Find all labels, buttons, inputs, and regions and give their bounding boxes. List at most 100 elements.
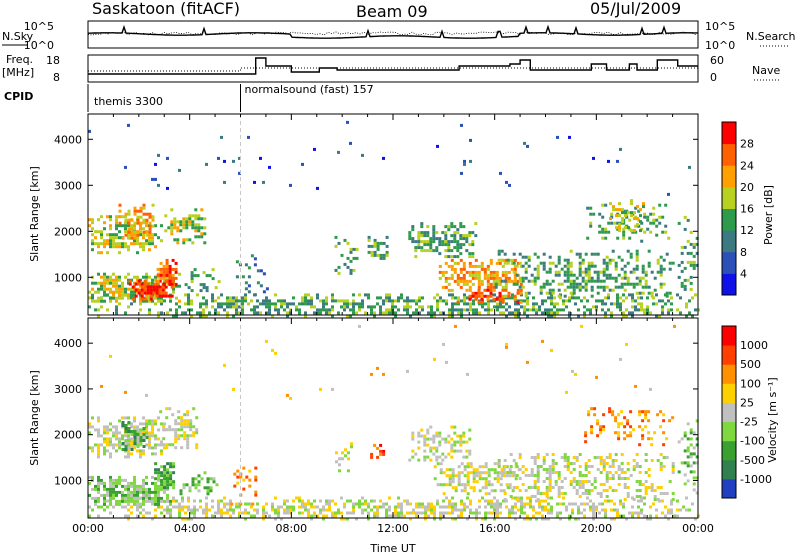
heatmap-cell	[465, 237, 469, 241]
heatmap-cell	[581, 276, 585, 280]
heatmap-cell	[551, 288, 555, 292]
heatmap-cell	[124, 293, 127, 297]
heatmap-cell	[515, 486, 519, 489]
heatmap-cell	[127, 281, 130, 285]
heatmap-cell	[370, 253, 374, 257]
heatmap-cell	[161, 291, 165, 295]
heatmap-cell	[154, 233, 157, 237]
heatmap-cell	[559, 296, 562, 300]
heatmap-cell	[559, 511, 562, 515]
heatmap-cell	[459, 243, 463, 247]
heatmap-cell	[235, 308, 238, 312]
heatmap-cell	[411, 228, 415, 232]
heatmap-cell	[160, 499, 163, 503]
heatmap-cell	[463, 505, 466, 509]
heatmap-cell	[607, 296, 610, 300]
heatmap-cell	[469, 502, 472, 506]
heatmap-cell	[286, 311, 289, 315]
heatmap-cell	[166, 505, 169, 509]
heatmap-cell	[530, 486, 534, 489]
heatmap-cell	[206, 489, 210, 493]
heatmap-cell	[462, 431, 466, 435]
heatmap-cell	[441, 458, 445, 462]
colorbar-swatch	[722, 251, 736, 274]
heatmap-cell	[436, 308, 439, 312]
heatmap-cell	[659, 453, 663, 456]
heatmap-cell	[152, 291, 156, 295]
heatmap-cell	[595, 305, 598, 309]
heatmap-cell	[587, 279, 591, 283]
heatmap-cell	[133, 436, 137, 439]
heatmap-cell	[91, 218, 94, 222]
heatmap-cell	[319, 387, 322, 391]
heatmap-cell	[516, 288, 520, 292]
heatmap-cell	[346, 302, 349, 306]
heatmap-cell	[188, 489, 192, 493]
heatmap-cell	[611, 288, 615, 292]
heatmap-cell	[106, 440, 109, 444]
heatmap-cell	[142, 245, 145, 249]
heatmap-cell	[149, 285, 153, 289]
heatmap-cell	[232, 305, 235, 309]
heatmap-cell	[127, 272, 130, 276]
heatmap-cell	[474, 258, 478, 262]
heatmap-cell	[592, 305, 595, 309]
heatmap-cell	[662, 465, 666, 468]
heatmap-cell	[220, 305, 223, 309]
heatmap-cell	[439, 514, 442, 518]
heatmap-cell	[619, 357, 622, 361]
heatmap-cell	[474, 294, 478, 298]
heatmap-cell	[304, 302, 307, 306]
heatmap-cell	[551, 465, 555, 468]
heatmap-cell	[514, 299, 517, 303]
heatmap-cell	[484, 480, 488, 484]
heatmap-cell	[628, 293, 631, 297]
heatmap-cell	[683, 215, 687, 219]
heatmap-cell	[152, 285, 156, 289]
heatmap-cell	[289, 396, 292, 400]
heatmap-cell	[254, 475, 258, 479]
heatmap-cell	[495, 276, 499, 280]
heatmap-cell	[148, 296, 151, 300]
heatmap-cell	[505, 302, 508, 306]
heatmap-cell	[438, 243, 442, 247]
heatmap-cell	[432, 446, 436, 450]
heatmap-cell	[695, 461, 699, 465]
heatmap-cell	[152, 282, 156, 286]
heatmap-cell	[459, 225, 463, 229]
heatmap-cell	[244, 511, 247, 515]
heatmap-cell	[602, 459, 606, 462]
heatmap-cell	[631, 511, 634, 515]
heatmap-cell	[229, 305, 232, 309]
heatmap-cell	[256, 511, 259, 515]
heatmap-cell	[316, 293, 319, 297]
heatmap-cell	[322, 508, 325, 512]
heatmap-cell	[508, 508, 511, 512]
heatmap-cell	[608, 456, 612, 459]
heatmap-cell	[115, 281, 118, 285]
heatmap-cell	[492, 285, 496, 289]
heatmap-cell	[661, 511, 664, 515]
heatmap-cell	[659, 492, 663, 495]
heatmap-cell	[196, 508, 199, 512]
heatmap-cell	[568, 299, 571, 303]
heatmap-cell	[445, 496, 448, 500]
heatmap-cell	[616, 236, 620, 240]
heatmap-cell	[97, 419, 100, 423]
heatmap-cell	[514, 511, 517, 515]
heatmap-cell	[474, 222, 478, 226]
heatmap-cell	[444, 225, 448, 229]
heatmap-cell	[185, 226, 189, 230]
heatmap-cell	[142, 478, 145, 482]
heatmap-cell	[643, 212, 647, 216]
heatmap-cell	[441, 243, 445, 247]
heatmap-cell	[352, 302, 355, 306]
heatmap-cell	[536, 486, 540, 489]
y-tick-label: 4000	[54, 133, 82, 146]
heatmap-cell	[510, 279, 514, 283]
heatmap-cell	[566, 261, 570, 265]
heatmap-cell	[334, 514, 337, 518]
heatmap-cell	[457, 477, 461, 481]
heatmap-cell	[492, 288, 496, 292]
heatmap-cell	[130, 293, 133, 297]
